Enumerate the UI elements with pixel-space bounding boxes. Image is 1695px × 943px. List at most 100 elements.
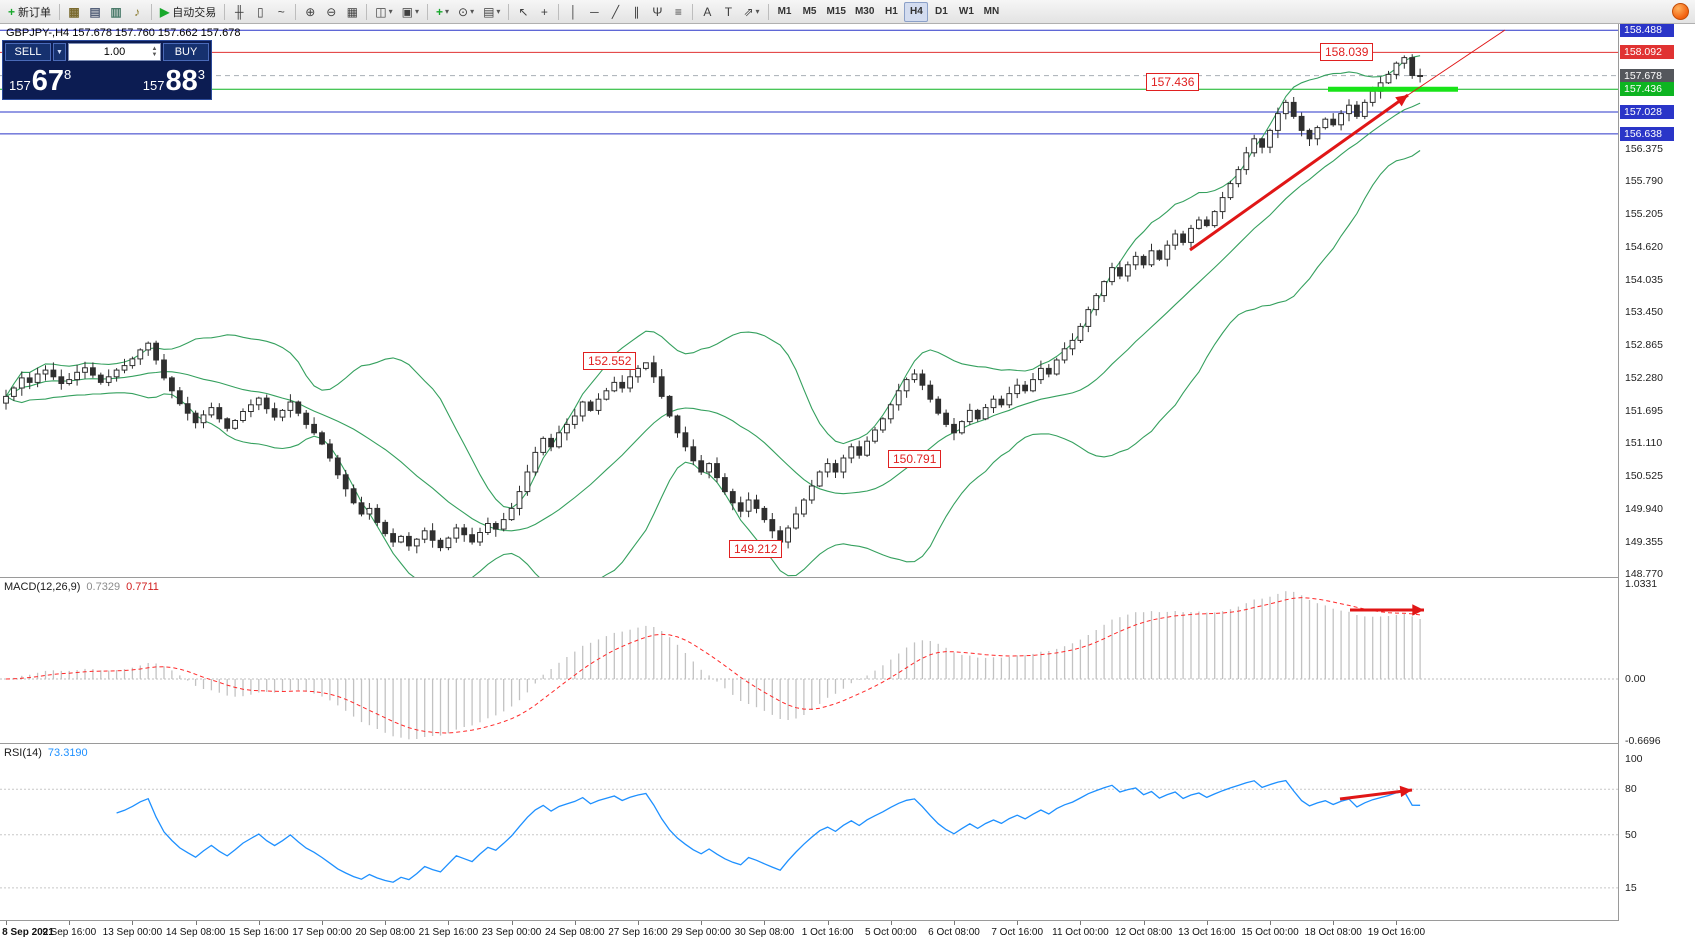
profiles-button[interactable]: ▣ ▾ <box>398 2 423 22</box>
tf-h1-button-label: H1 <box>885 6 898 17</box>
candle <box>998 398 1005 406</box>
macd-histogram <box>13 591 1421 740</box>
arrows-button[interactable]: ⇗ ▾ <box>739 2 763 22</box>
price-axis[interactable]: 156.375 155.790 155.205 154.620 154.035 153.4… <box>1619 23 1695 921</box>
candle <box>105 376 112 383</box>
new-order-button[interactable]: + 新订单 <box>4 2 55 22</box>
candle <box>421 530 428 540</box>
tf-m30-button[interactable]: M30 <box>851 2 878 22</box>
toolbar-separator <box>224 3 226 20</box>
candles-chart-icon: ▯ <box>256 4 264 19</box>
vline-button[interactable]: │ <box>563 2 583 22</box>
arrows-icon: ⇗ <box>743 4 754 19</box>
market-watch-button[interactable]: ▥ <box>106 2 126 22</box>
toolbar-separator <box>59 3 61 20</box>
candles-chart-button[interactable]: ▯ <box>250 2 270 22</box>
candle <box>714 463 720 479</box>
label-button[interactable]: T <box>718 2 738 22</box>
time-tick <box>1333 921 1335 925</box>
candle <box>1101 281 1107 297</box>
tf-m30-button-label: M30 <box>854 6 875 17</box>
community-icon[interactable] <box>1672 3 1689 20</box>
price-marker-158.488: 158.488 <box>1620 23 1674 38</box>
bars-chart-button[interactable]: ╫ <box>229 2 249 22</box>
candle <box>1298 115 1305 131</box>
templates-button[interactable]: ▤ ▾ <box>479 2 504 22</box>
tf-m15-button[interactable]: M15 <box>823 2 850 22</box>
new-chart-button[interactable]: ◫ ▾ <box>371 2 396 22</box>
tf-w1-button[interactable]: W1 <box>954 2 978 22</box>
price-annotation: 152.552 <box>583 352 637 370</box>
text-button[interactable]: A <box>697 2 717 22</box>
candle <box>461 527 468 536</box>
main-macd-separator[interactable] <box>0 577 1695 578</box>
volume-field[interactable]: ▲ ▼ <box>68 43 161 61</box>
cursor-button[interactable]: ↖ <box>513 2 533 22</box>
tf-h1-button[interactable]: H1 <box>879 2 903 22</box>
candle <box>1124 264 1131 277</box>
macd-rsi-separator[interactable] <box>0 743 1695 744</box>
price-axis-separator <box>1618 24 1619 920</box>
trend-arrow-head <box>1412 604 1424 616</box>
volume-up-icon[interactable]: ▲ <box>151 46 158 52</box>
tf-d1-button[interactable]: D1 <box>929 2 953 22</box>
tf-h4-button[interactable]: H4 <box>904 1 929 22</box>
candle <box>516 491 523 509</box>
order-options-button[interactable]: ▼ <box>53 43 66 61</box>
zoom-out-button[interactable]: ⊖ <box>321 2 341 22</box>
trend-arrow-head <box>1399 785 1412 798</box>
candle <box>911 373 918 381</box>
trendline-button[interactable]: ╱ <box>605 2 625 22</box>
rsi-pane[interactable] <box>0 744 1618 920</box>
volume-input[interactable] <box>69 44 160 60</box>
candle <box>1196 219 1202 229</box>
zoom-in-button[interactable]: ⊕ <box>300 2 320 22</box>
time-tick <box>385 921 387 925</box>
time-tick <box>322 921 323 925</box>
vline-icon: │ <box>569 4 578 19</box>
sound-button[interactable]: ♪ <box>127 2 147 22</box>
channel-button[interactable]: ∥ <box>626 2 646 22</box>
time-label: 13 Sep 00:00 <box>102 927 163 938</box>
price-grid-label: 151.695 <box>1625 404 1663 417</box>
candle <box>1164 244 1171 260</box>
line-chart-button[interactable]: ~ <box>271 2 291 22</box>
main-chart-pane[interactable] <box>0 24 1618 577</box>
periods-button[interactable]: ⊙ ▾ <box>454 2 478 22</box>
sell-button[interactable]: SELL <box>5 43 51 61</box>
rsi-axis-label: 50 <box>1625 828 1637 841</box>
tf-m1-button[interactable]: M1 <box>773 2 797 22</box>
candle <box>840 457 847 473</box>
indicators-caret-icon: ▾ <box>444 7 449 16</box>
price-annotation: 149.212 <box>729 540 783 558</box>
pitchfork-button[interactable]: Ψ <box>647 2 667 22</box>
tf-mn-button[interactable]: MN <box>979 2 1003 22</box>
volume-down-icon[interactable]: ▼ <box>151 52 158 58</box>
candle <box>966 409 973 423</box>
candle <box>350 488 357 504</box>
crosshair-button[interactable]: + <box>534 2 554 22</box>
time-label: 18 Oct 08:00 <box>1304 927 1362 938</box>
time-axis[interactable]: 8 Sep 2021 9 Sep 16:00 13 Sep 00:00 14 Sep … <box>0 921 1695 943</box>
print-button[interactable]: ▤ <box>85 2 105 22</box>
indicators-button[interactable]: + ▾ <box>432 2 453 22</box>
hline-button[interactable]: ─ <box>584 2 604 22</box>
candle <box>880 418 886 431</box>
candle <box>429 530 436 541</box>
tile-windows-button[interactable]: ▦ <box>342 2 362 22</box>
macd-pane[interactable] <box>0 578 1618 743</box>
rsi-label: RSI(14) 73.3190 <box>4 747 88 759</box>
bollinger-bands <box>5 55 1421 577</box>
candle <box>864 440 871 456</box>
auto-trading-button[interactable]: ▶ 自动交易 <box>156 2 220 22</box>
candle <box>982 407 989 420</box>
volume-spinner[interactable]: ▲ ▼ <box>150 44 159 60</box>
tf-m5-button[interactable]: M5 <box>798 2 822 22</box>
menu-lines-button[interactable]: ≡ <box>668 2 688 22</box>
candle <box>169 377 175 392</box>
candle <box>951 423 957 434</box>
sound-icon: ♪ <box>134 4 141 19</box>
buy-button[interactable]: BUY <box>163 43 209 61</box>
charts-icon-button[interactable]: ▦ <box>64 2 84 22</box>
candle <box>342 474 349 490</box>
